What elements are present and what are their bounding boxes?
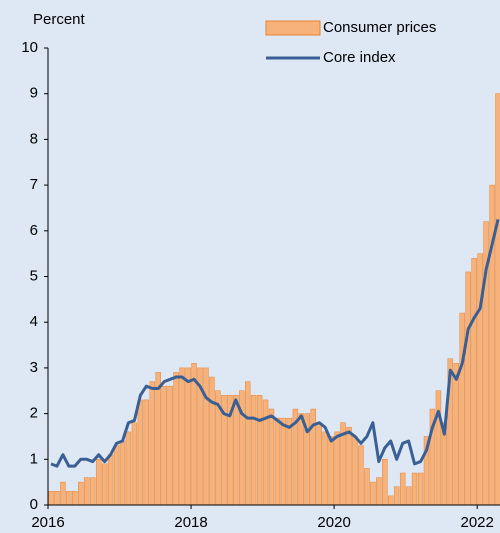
bar <box>203 367 209 506</box>
y-tick-label: 2 <box>30 405 38 422</box>
bar <box>161 385 167 506</box>
y-tick-label: 9 <box>30 85 38 102</box>
bar <box>60 481 66 506</box>
x-tick-label: 2018 <box>174 514 207 531</box>
bar <box>322 431 328 506</box>
bar <box>72 491 78 506</box>
bar <box>465 271 471 506</box>
bar <box>167 385 173 506</box>
bar <box>352 436 358 506</box>
y-tick-label: 1 <box>30 450 38 467</box>
bar <box>119 440 126 506</box>
bar <box>191 363 197 506</box>
bar <box>399 472 406 506</box>
bar <box>89 477 96 506</box>
y-tick-label: 4 <box>30 313 38 330</box>
bar <box>358 445 364 506</box>
y-tick-label: 8 <box>30 130 38 147</box>
bar <box>256 395 263 506</box>
bar <box>459 312 465 506</box>
bar <box>298 413 305 506</box>
bar <box>125 431 132 506</box>
bar <box>143 399 150 506</box>
bar <box>495 93 500 506</box>
bar <box>328 436 334 506</box>
bar <box>417 472 424 506</box>
bar <box>149 381 156 506</box>
x-tick-label: 2016 <box>31 514 64 531</box>
bar <box>393 486 400 506</box>
bar <box>107 454 114 506</box>
bar <box>233 395 239 506</box>
bar <box>435 390 442 506</box>
bar <box>268 408 275 506</box>
bar <box>334 431 340 506</box>
bar <box>346 427 352 506</box>
bar <box>411 472 418 506</box>
legend-label: Consumer prices <box>323 19 436 36</box>
bar <box>48 491 54 506</box>
y-tick-label: 10 <box>21 39 38 56</box>
legend-label: Core index <box>323 49 396 66</box>
y-tick-label: 5 <box>30 267 38 284</box>
y-tick-label: 6 <box>30 222 38 239</box>
y-tick-label: 3 <box>30 359 38 376</box>
line <box>50 219 500 468</box>
bar <box>185 367 191 506</box>
bar <box>405 486 412 506</box>
bar <box>131 422 138 506</box>
bar <box>471 257 477 506</box>
bar <box>209 376 215 506</box>
bar <box>376 477 382 506</box>
bar <box>173 372 179 506</box>
bar <box>453 363 460 506</box>
bar <box>382 459 388 506</box>
bar <box>78 481 84 506</box>
y-tick-label: 0 <box>30 496 38 513</box>
bar <box>250 395 257 506</box>
bar <box>113 445 120 506</box>
bar <box>84 477 90 506</box>
bar <box>179 367 185 506</box>
bar <box>66 491 72 506</box>
bar <box>280 417 287 506</box>
bar <box>286 417 293 506</box>
bar <box>137 399 144 506</box>
bar <box>101 463 108 506</box>
bar <box>262 399 269 506</box>
bar <box>95 459 102 506</box>
y-tick-label: 7 <box>30 176 38 193</box>
bar <box>388 495 394 506</box>
bar <box>316 422 322 506</box>
y-axis-label: Percent <box>33 11 86 28</box>
x-tick-label: 2020 <box>317 514 350 531</box>
bar <box>155 372 161 506</box>
bar <box>274 417 281 506</box>
bar <box>370 481 376 506</box>
legend-swatch <box>265 20 321 36</box>
bar <box>364 468 370 506</box>
bar <box>54 491 60 506</box>
bar <box>244 381 251 506</box>
x-tick-label: 2022 <box>460 514 493 531</box>
